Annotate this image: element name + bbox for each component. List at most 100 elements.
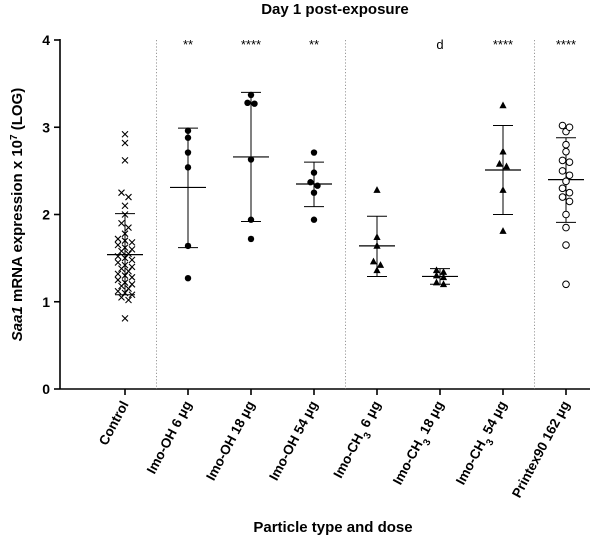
data-point (558, 193, 567, 201)
category-label: Imo-OH 18 μg (203, 398, 257, 483)
significance-label: ** (183, 37, 193, 52)
y-axis-title: Saa1 mRNA expression x 107 (LOG) (9, 88, 27, 341)
data-point (310, 149, 318, 156)
data-point (562, 210, 570, 219)
data-point (307, 179, 314, 186)
data-point (121, 289, 129, 297)
data-point-stroke (125, 224, 132, 231)
data-point-stroke (128, 246, 136, 253)
group-3: ** (296, 37, 332, 223)
data-point-stroke (125, 285, 132, 293)
data-point (565, 171, 574, 180)
data-point (184, 149, 192, 156)
data-point (251, 100, 258, 107)
data-point (565, 158, 574, 166)
data-point-stroke (121, 202, 129, 210)
data-point-stroke (114, 270, 122, 278)
data-point (121, 272, 129, 279)
data-point (121, 244, 129, 252)
data-point (118, 219, 125, 227)
y-axis-title-text: Saa1 mRNA expression x 107 (LOG) (9, 88, 27, 341)
data-point-stroke (121, 289, 129, 297)
data-point (114, 276, 122, 284)
data-point-stroke (121, 211, 129, 218)
data-point (121, 130, 129, 138)
data-point (499, 186, 507, 193)
data-point (558, 167, 567, 175)
data-point (114, 270, 122, 278)
data-point (247, 91, 255, 99)
data-point (114, 241, 122, 249)
data-point (369, 257, 378, 265)
category-label: Imo-OH 6 μg (144, 398, 195, 476)
data-point (244, 99, 251, 107)
data-point (128, 263, 136, 271)
data-point (125, 193, 132, 201)
data-point (184, 274, 192, 282)
data-point-stroke (114, 276, 122, 284)
data-point (439, 280, 448, 288)
data-point (562, 140, 570, 149)
category-label: Imo-OH 54 μg (266, 398, 320, 483)
significance-label: **** (241, 37, 261, 52)
y-tick-label: 0 (42, 381, 50, 397)
data-point (125, 250, 132, 258)
data-point (432, 266, 441, 274)
data-point-stroke (128, 291, 136, 299)
data-point (114, 252, 122, 260)
group-7: **** (548, 37, 584, 289)
data-point (314, 182, 321, 189)
data-point (114, 259, 122, 266)
significance-label: ** (309, 37, 319, 52)
data-point (432, 278, 441, 286)
data-point (439, 273, 448, 281)
data-point-stroke (128, 239, 136, 246)
group-separators (156, 40, 535, 389)
data-point (121, 202, 129, 210)
group-5: d (422, 37, 458, 288)
data-point (184, 164, 192, 171)
data-point (439, 268, 448, 275)
data-point (558, 121, 567, 130)
data-point (495, 159, 504, 167)
y-tick-label: 1 (42, 294, 50, 310)
data-point-stroke (128, 256, 136, 264)
data-point (128, 239, 136, 246)
data-point-stroke (121, 279, 129, 286)
data-point (114, 287, 122, 295)
data-point (121, 157, 129, 164)
data-point-stroke (118, 219, 125, 227)
data-point-stroke (121, 237, 129, 245)
data-point (499, 101, 507, 109)
data-point-stroke (114, 235, 122, 243)
data-point (121, 230, 129, 238)
data-point-stroke (114, 252, 122, 260)
data-point (373, 241, 381, 249)
data-point (121, 139, 129, 147)
data-point (184, 242, 192, 250)
y-tick-label: 3 (42, 119, 50, 135)
data-point (128, 273, 136, 281)
category-label: Printex90 162 μg (509, 398, 573, 500)
data-point-stroke (121, 230, 129, 238)
data-point (184, 134, 192, 141)
data-point (562, 280, 570, 289)
y-tick-label: 4 (42, 32, 50, 48)
category-labels: Control Imo-OH 6 μg Imo-OH 18 μg Imo-OH 54 … (96, 398, 573, 500)
data-point-stroke (121, 254, 129, 262)
category-label: Imo-CH3 18 μg (390, 398, 452, 489)
data-point (247, 235, 255, 243)
x-axis-title: Particle type and dose (253, 519, 412, 536)
data-point (184, 127, 192, 134)
data-point-stroke (121, 261, 129, 269)
data-point (373, 266, 381, 274)
data-point (562, 241, 570, 249)
data-point (376, 261, 385, 268)
data-point (128, 246, 136, 253)
axes: 0 1 2 3 4 (42, 32, 590, 397)
data-point (125, 224, 132, 231)
data-point-stroke (118, 189, 125, 197)
group-1: ** (170, 37, 206, 282)
